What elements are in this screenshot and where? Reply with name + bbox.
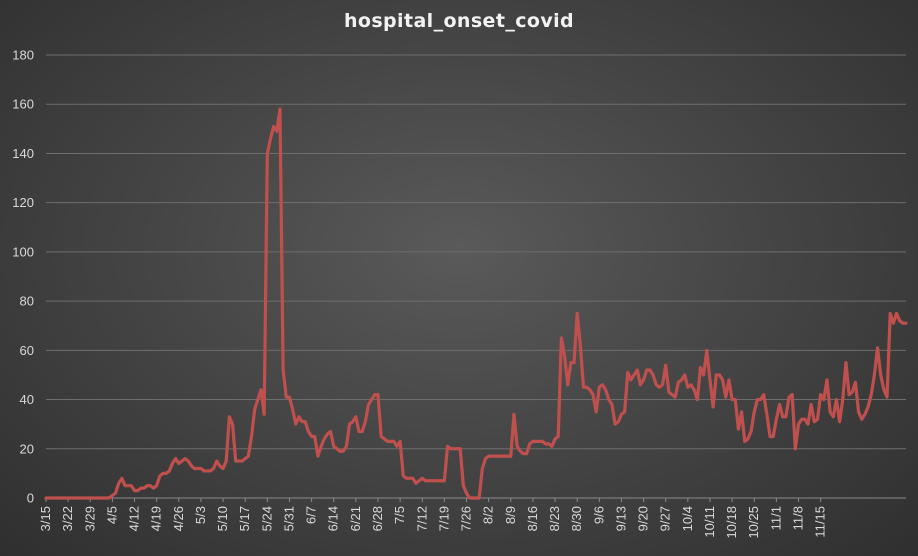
x-tick-label: 11/8 <box>791 506 806 530</box>
y-tick-label: 180 <box>12 48 34 63</box>
x-tick-label: 5/10 <box>215 506 230 531</box>
x-tick-label: 7/12 <box>414 506 429 531</box>
x-tick-label: 9/6 <box>591 506 606 524</box>
x-tick-label: 3/15 <box>38 506 53 531</box>
y-tick-label: 120 <box>12 195 34 210</box>
y-tick-label: 0 <box>27 491 34 506</box>
x-tick-label: 3/22 <box>60 506 75 531</box>
x-tick-label: 10/11 <box>702 506 717 538</box>
x-tick-label: 8/23 <box>547 506 562 531</box>
x-tick-label: 8/9 <box>503 506 518 524</box>
y-tick-label: 100 <box>12 244 34 259</box>
x-axis: 3/15 3/22 3/29 4/5 4/12 4/19 4/26 5/3 5/10 5/17 5/… <box>38 497 906 539</box>
x-tick-label: 10/25 <box>746 506 761 539</box>
x-tick-label: 5/31 <box>281 506 296 531</box>
y-tick-label: 80 <box>20 294 34 309</box>
y-tick-label: 20 <box>20 441 34 456</box>
x-tick-label: 3/29 <box>82 506 97 531</box>
x-tick-label: 6/28 <box>370 506 385 531</box>
x-tick-label: 8/16 <box>525 506 540 531</box>
y-axis: 0 20 40 60 80 100 120 140 160 180 <box>12 48 34 506</box>
y-tick-label: 60 <box>20 343 34 358</box>
x-tick-label: 6/21 <box>348 506 363 531</box>
x-tick-label: 10/4 <box>680 506 695 531</box>
x-tick-label: 7/5 <box>392 506 407 524</box>
x-tick-label: 7/19 <box>436 506 451 531</box>
x-tick-label: 5/3 <box>193 506 208 524</box>
y-tick-label: 40 <box>20 392 34 407</box>
y-tick-label: 160 <box>12 97 34 112</box>
x-tick-label: 4/5 <box>104 506 119 524</box>
gridlines <box>46 54 906 450</box>
x-tick-label: 6/7 <box>304 506 319 524</box>
x-tick-label: 8/2 <box>481 506 496 524</box>
x-tick-label: 4/12 <box>127 506 142 531</box>
chart-title: hospital_onset_covid <box>343 10 575 32</box>
x-tick-label: 9/13 <box>613 506 628 531</box>
x-tick-label: 5/24 <box>259 506 274 531</box>
y-tick-label: 140 <box>12 146 34 161</box>
series-layer <box>44 107 908 500</box>
x-tick-label: 5/17 <box>237 506 252 531</box>
x-tick-label: 6/14 <box>326 506 341 531</box>
x-tick-label: 11/15 <box>813 506 828 538</box>
x-tick-label: 4/26 <box>171 506 186 531</box>
x-tick-label: 11/1 <box>768 506 783 530</box>
x-tick-label: 7/26 <box>459 506 474 531</box>
x-tick-label: 4/19 <box>149 506 164 531</box>
x-tick-label: 8/30 <box>569 506 584 531</box>
x-tick-label: 9/20 <box>636 506 651 531</box>
series-line-hospital-onset-covid <box>44 107 908 500</box>
x-tick-label: 9/27 <box>658 506 673 531</box>
x-tick-label: 10/18 <box>724 506 739 539</box>
